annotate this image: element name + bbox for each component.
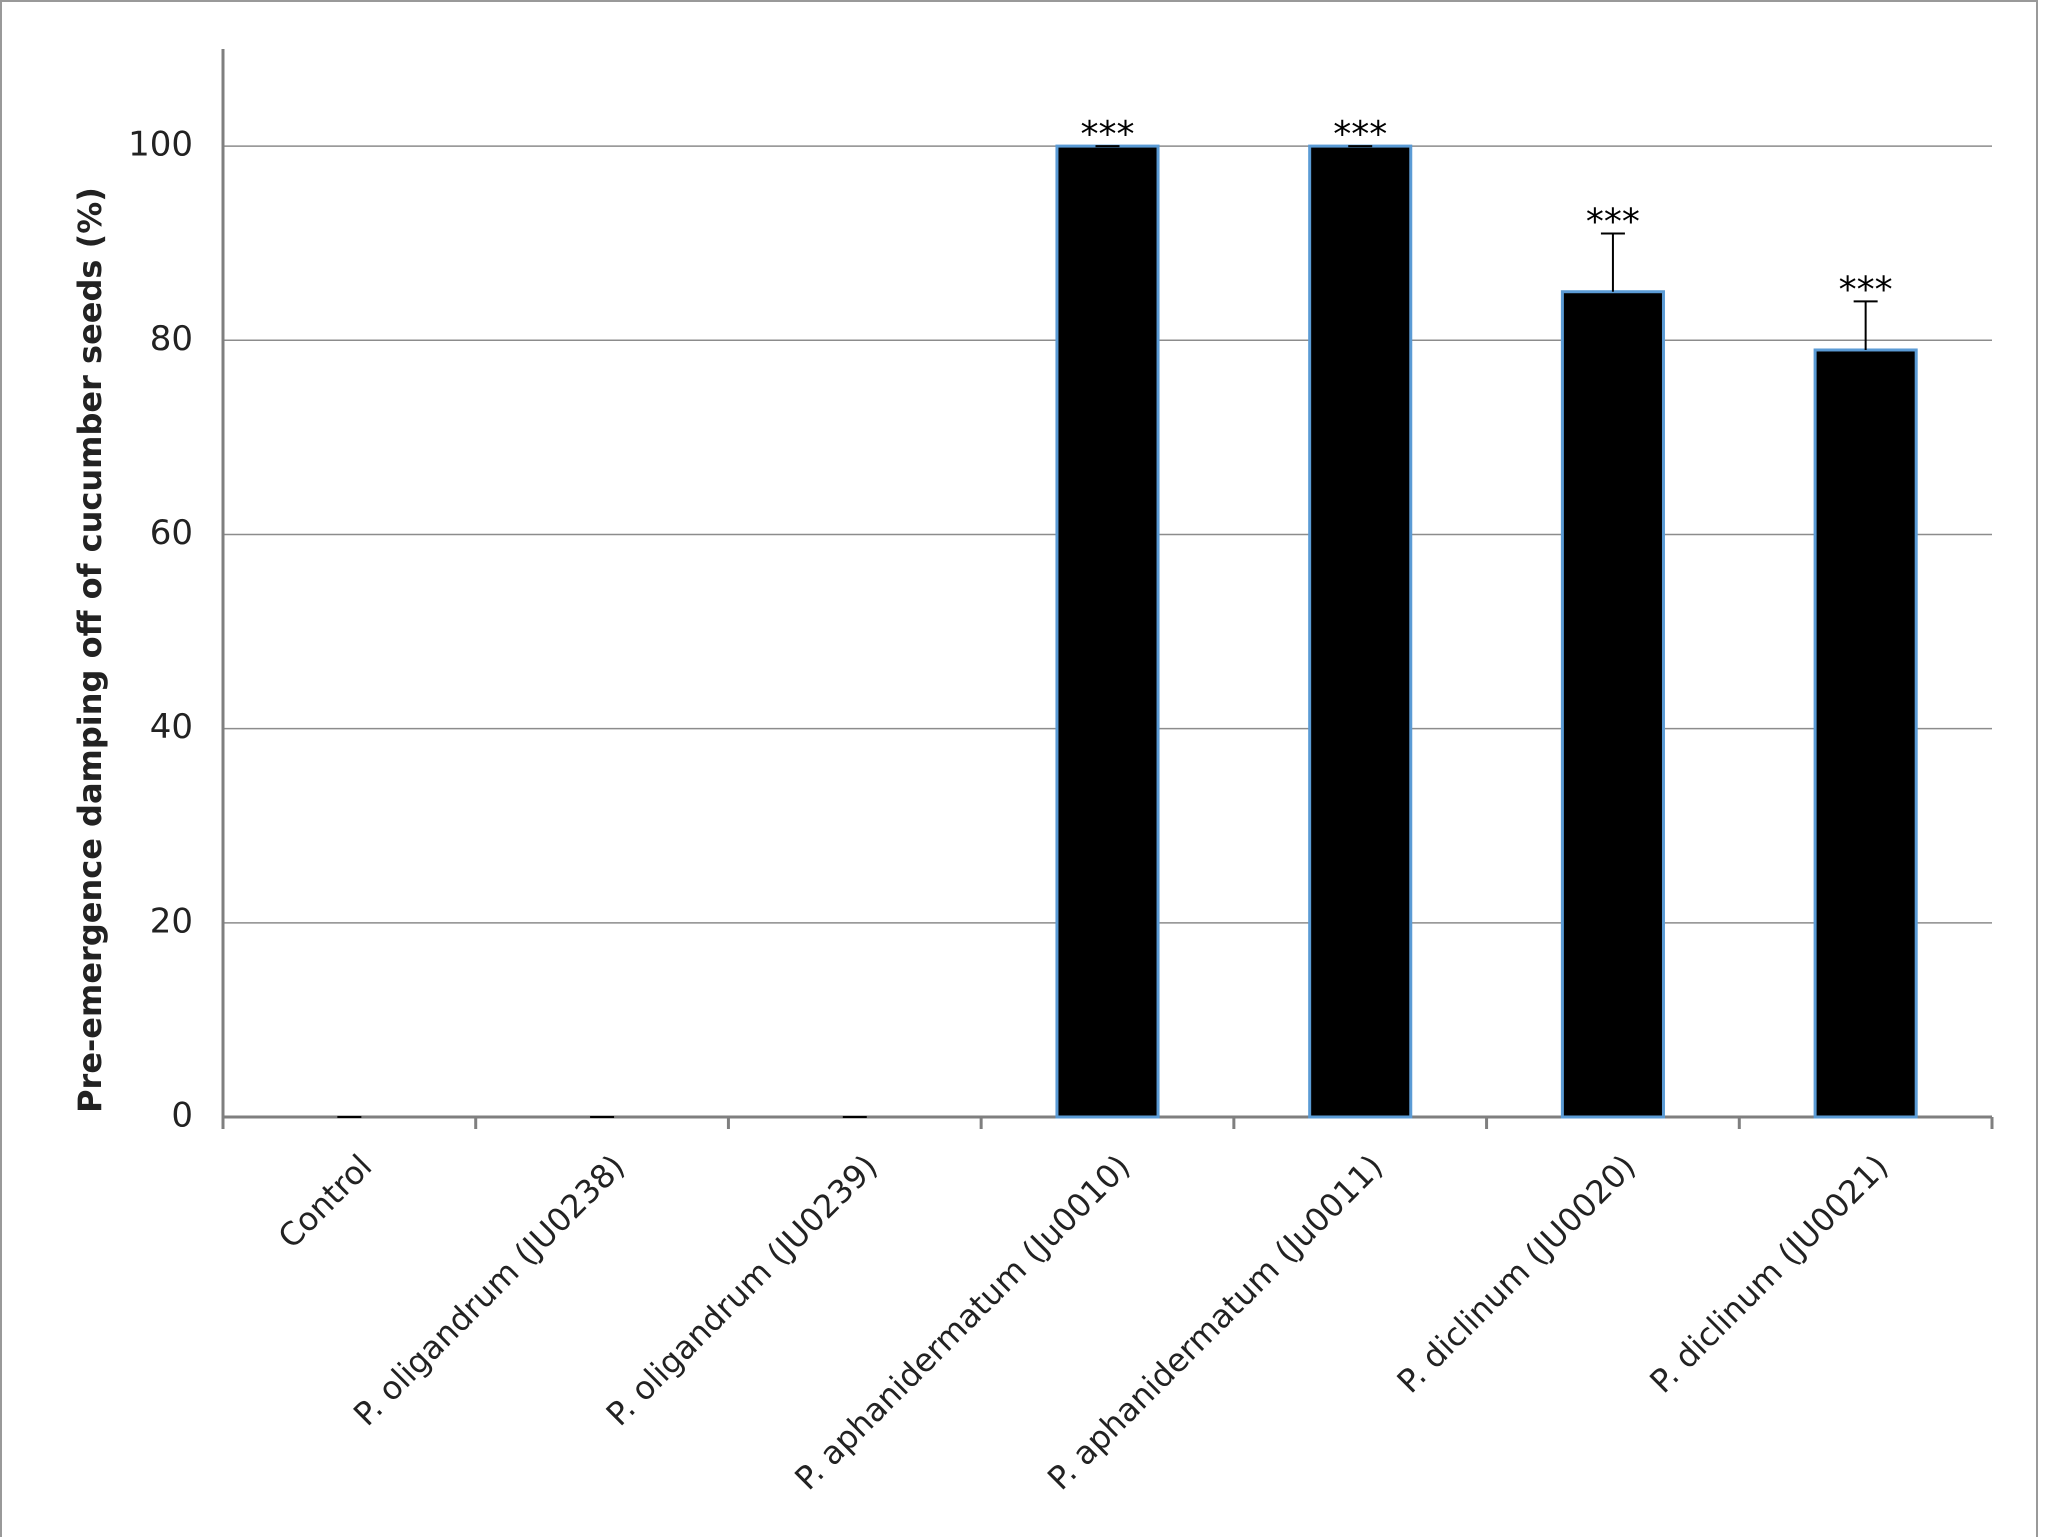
y-axis-label: Pre-emergence damping off of cucumber se… <box>71 187 109 1113</box>
significance-label: *** <box>1081 114 1135 155</box>
y-tick-label: 60 <box>150 513 193 553</box>
significance-label: *** <box>1333 114 1387 155</box>
y-tick-label: 40 <box>150 707 193 747</box>
y-tick-label: 80 <box>150 319 193 359</box>
bar <box>1560 290 1665 1119</box>
bar <box>1308 144 1413 1119</box>
significance-label: *** <box>1839 269 1893 310</box>
y-tick-label: 20 <box>150 901 193 941</box>
bar <box>1813 348 1918 1119</box>
y-tick-label: 0 <box>171 1096 193 1136</box>
significance-label: *** <box>1586 201 1640 242</box>
y-tick-label: 100 <box>128 125 193 165</box>
bar <box>1055 144 1160 1119</box>
